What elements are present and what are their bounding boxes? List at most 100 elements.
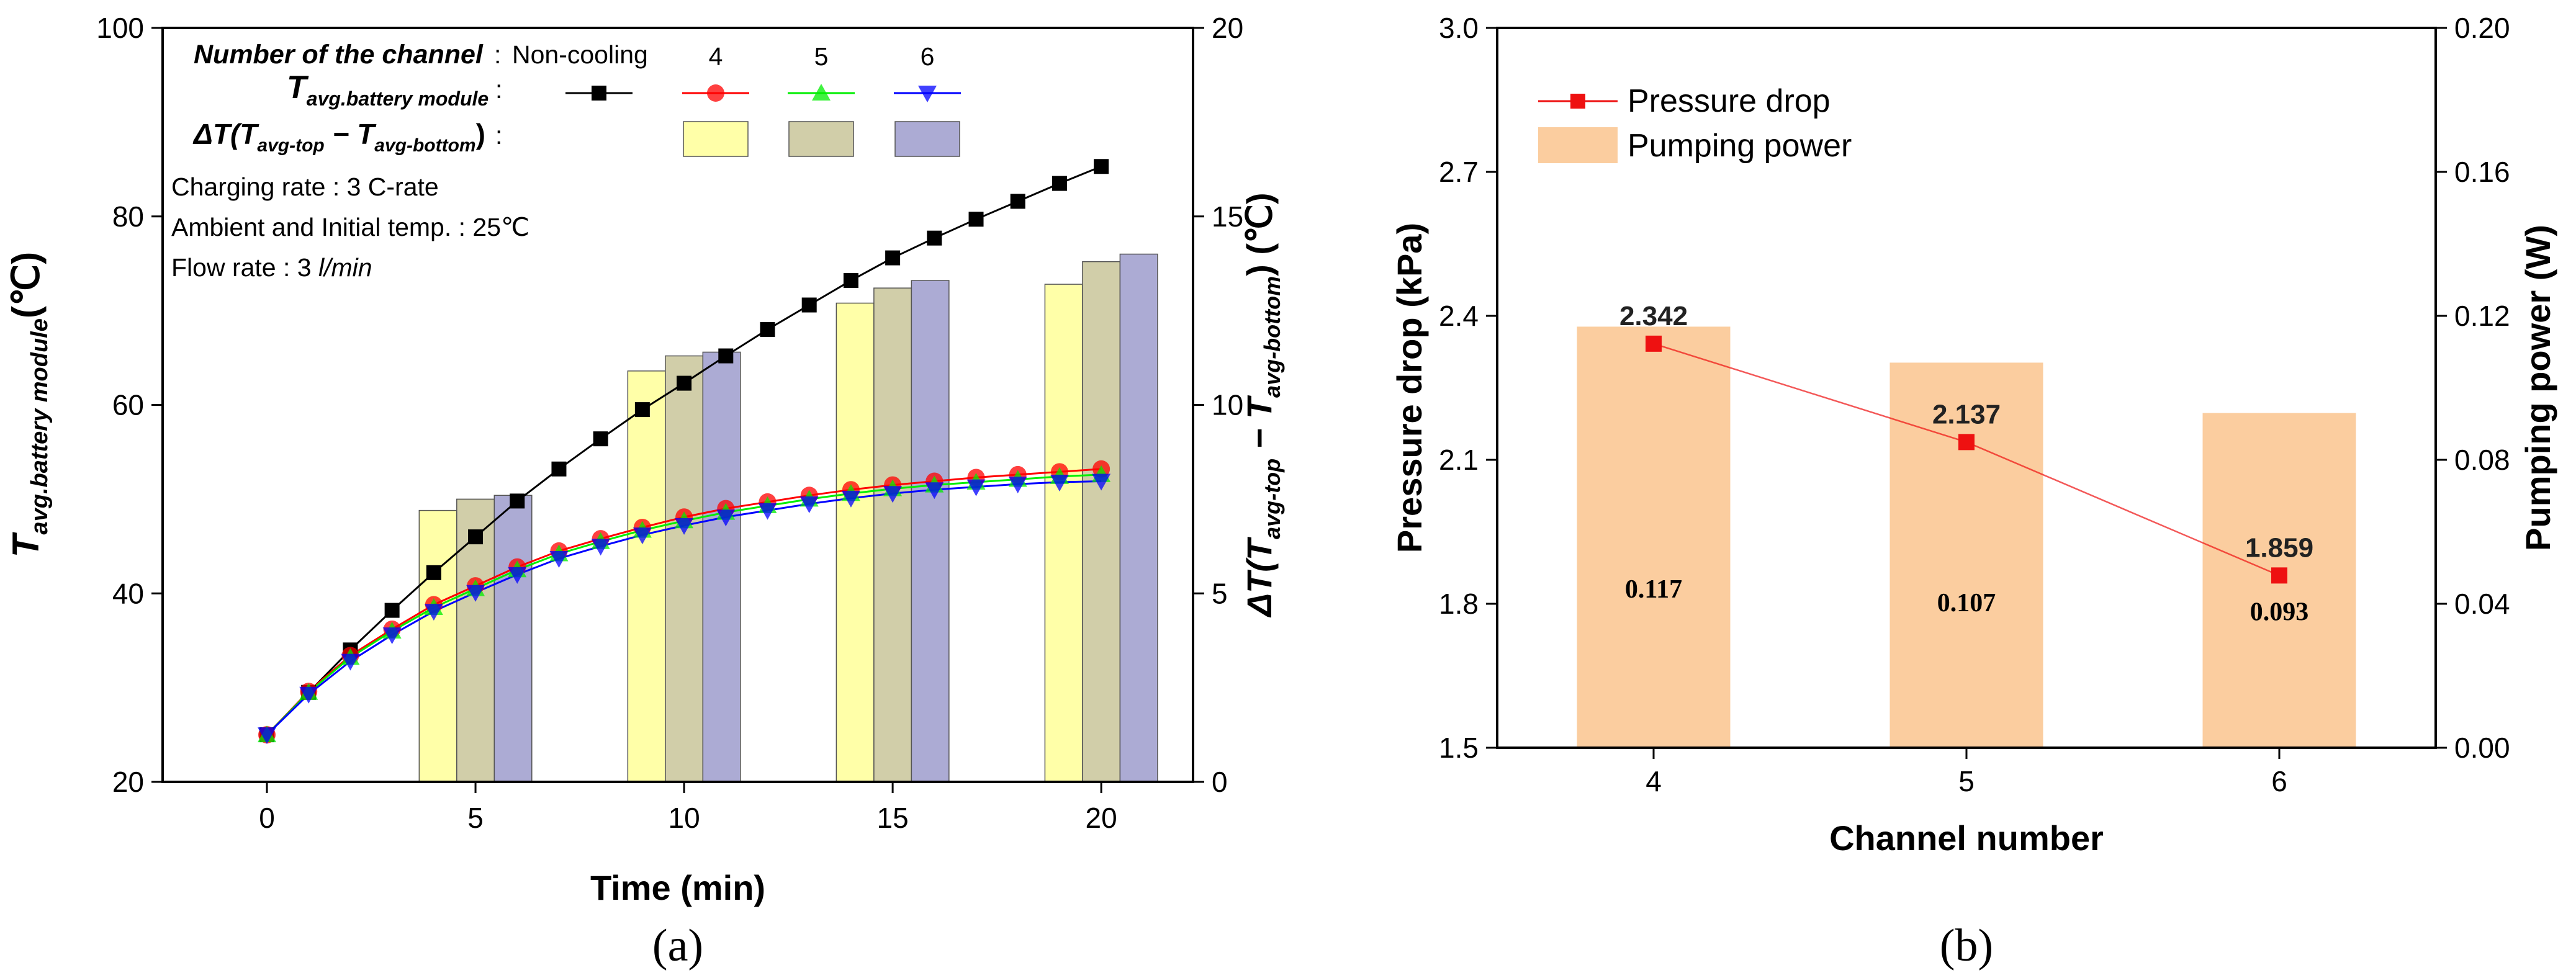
bar-a-ch5-0 — [456, 498, 495, 782]
point-a-Non-cooling-13 — [801, 297, 817, 313]
point-a-6-4 — [424, 604, 443, 621]
point-a-6-0 — [258, 727, 277, 745]
legend-marker-6 — [918, 86, 937, 102]
ytick-label-a-100: 100 — [96, 12, 144, 44]
bar-a-ch5-3 — [1082, 261, 1121, 782]
ytick-label-b-1.5: 1.5 — [1439, 732, 1479, 764]
chart-a-ticks: 0 5 10 15 20 20 40 60 80 100 0 5 10 15 20 — [96, 12, 1243, 834]
data-label-pressure-5: 2.137 — [1932, 399, 2001, 429]
y2tick-label-b-0.12: 0.12 — [2454, 300, 2510, 332]
bar-a-ch4-0 — [418, 509, 457, 782]
y2tick-label-b-0.00: 0.00 — [2454, 732, 2510, 764]
legend-pressure-label: Pressure drop — [1628, 83, 1831, 119]
legend-row2-label: ΔT(Tavg-top − Tavg-bottom) — [192, 118, 485, 156]
y2tick-label-b-0.08: 0.08 — [2454, 444, 2510, 476]
data-label-pressure-6: 1.859 — [2245, 532, 2313, 563]
chart-b-ylabel: Pressure drop (kPa) — [1390, 223, 1429, 553]
legend-bar-swatches — [683, 121, 960, 157]
chart-a: 0 5 10 15 20 20 40 60 80 100 0 5 10 15 20 Time (min) T… — [5, 12, 1285, 971]
legend-row1-colon: : — [495, 75, 502, 104]
xtick-label-b-4: 4 — [1646, 765, 1662, 797]
ytick-label-b-3.0: 3.0 — [1439, 12, 1479, 44]
legend-header-5: 5 — [814, 42, 829, 71]
point-a-Non-cooling-20 — [1094, 159, 1109, 174]
point-a-6-8 — [591, 539, 610, 556]
point-a-6-15 — [883, 486, 903, 503]
ytick-label-b-1.8: 1.8 — [1439, 588, 1479, 620]
point-a-Non-cooling-15 — [885, 250, 901, 266]
point-a-Non-cooling-16 — [927, 230, 942, 246]
chart-b-y2label: Pumping power (W) — [2518, 225, 2557, 551]
ytick-label-b-2.4: 2.4 — [1439, 300, 1479, 332]
legend-header-colon: : — [494, 40, 501, 69]
legend-row1-label: Tavg.battery module — [287, 70, 489, 110]
chart-a-xlabel: Time (min) — [590, 868, 765, 907]
legend-pumping-label: Pumping power — [1628, 128, 1852, 164]
legend-header-4: 4 — [709, 42, 723, 71]
point-a-6-20 — [1092, 473, 1111, 491]
legend-marker-4 — [707, 84, 724, 102]
y2tick-label-a-0: 0 — [1212, 766, 1228, 798]
point-a-Non-cooling-10 — [677, 375, 692, 391]
point-a-Non-cooling-17 — [968, 212, 984, 227]
point-a-6-2 — [341, 653, 360, 671]
point-b-4 — [1646, 335, 1662, 352]
panel-label-b: (b) — [1940, 920, 1993, 971]
y2tick-label-b-0.16: 0.16 — [2454, 156, 2510, 188]
chart-a-legend: Number of the channel : Non-cooling 4 5 … — [171, 40, 961, 282]
bar-a-ch5-1 — [665, 355, 704, 782]
y2tick-label-a-5: 5 — [1212, 577, 1228, 609]
chart-b-bars — [1577, 326, 2356, 748]
legend-row2-colon: : — [495, 121, 502, 150]
point-a-6-19 — [1050, 475, 1069, 492]
legend-marker-5 — [812, 84, 831, 101]
point-a-Non-cooling-3 — [384, 603, 400, 618]
point-a-Non-cooling-7 — [551, 461, 567, 477]
point-a-6-7 — [549, 551, 569, 568]
point-a-6-12 — [758, 503, 777, 520]
point-a-Non-cooling-6 — [510, 493, 525, 509]
legend-swatch-5 — [788, 121, 854, 157]
y2tick-label-a-15: 15 — [1212, 200, 1243, 233]
note-ambient-temp: Ambient and Initial temp. : 25℃ — [171, 213, 529, 241]
chart-b-line — [1646, 335, 2287, 584]
legend-swatch-6 — [894, 121, 960, 157]
point-a-6-5 — [466, 585, 485, 602]
xtick-label-a-10: 10 — [668, 802, 700, 834]
point-a-Non-cooling-12 — [760, 322, 775, 337]
legend-swatch-4 — [683, 121, 749, 157]
note-flow-rate: Flow rate : 3 l/min — [171, 253, 372, 282]
chart-a-ylabel: Tavg.battery module(℃) — [5, 252, 53, 557]
point-a-Non-cooling-4 — [426, 565, 441, 580]
y2tick-label-a-20: 20 — [1212, 12, 1243, 44]
point-a-6-18 — [1008, 477, 1027, 494]
xtick-label-a-5: 5 — [467, 802, 484, 834]
bar-a-ch6-0 — [493, 495, 533, 782]
legend-pressure-marker — [1570, 94, 1585, 109]
legend-line-samples — [565, 84, 961, 102]
legend-pumping-swatch — [1538, 127, 1618, 163]
ytick-label-a-20: 20 — [112, 766, 144, 798]
chart-b-ticks: 4 5 6 1.5 1.8 2.1 2.4 2.7 3.0 0.00 0.04 0.08 0.12 0.1… — [1439, 12, 2510, 797]
chart-b: 4 5 6 1.5 1.8 2.1 2.4 2.7 3.0 0.00 0.04 0.08 0.12 0.1… — [1390, 12, 2557, 971]
point-a-Non-cooling-5 — [468, 529, 484, 545]
data-label-pumping-5: 0.107 — [1937, 589, 1996, 617]
bar-a-ch4-3 — [1044, 284, 1083, 782]
xtick-label-a-15: 15 — [877, 802, 909, 834]
chart-b-xlabel: Channel number — [1829, 818, 2104, 858]
point-a-Non-cooling-11 — [718, 348, 734, 364]
legend-header-noncooling: Non-cooling — [512, 40, 648, 69]
point-a-6-1 — [299, 686, 318, 704]
bar-a-ch4-2 — [835, 302, 875, 782]
data-label-pressure-4: 2.342 — [1619, 301, 1688, 331]
xtick-label-b-6: 6 — [2271, 765, 2287, 797]
bar-a-ch6-3 — [1119, 253, 1158, 782]
data-label-pumping-6: 0.093 — [2250, 598, 2309, 626]
point-a-6-6 — [508, 567, 527, 584]
point-a-6-14 — [841, 490, 860, 508]
legend-header-6: 6 — [921, 42, 935, 71]
ytick-label-a-80: 80 — [112, 200, 144, 233]
y2tick-label-b-0.20: 0.20 — [2454, 12, 2510, 44]
note-charging-rate: Charging rate : 3 C-rate — [171, 173, 439, 201]
